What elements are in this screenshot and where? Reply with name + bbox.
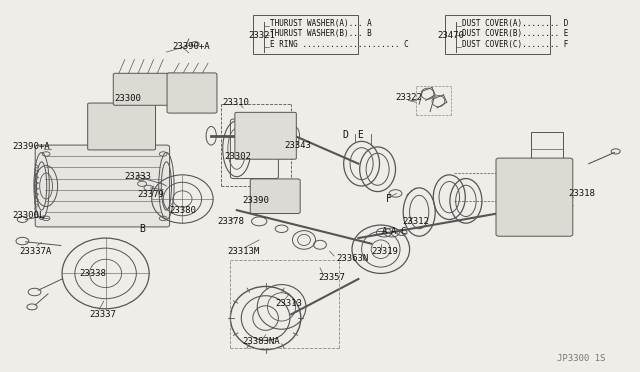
Text: 23390: 23390 bbox=[242, 196, 269, 205]
Text: 23390+A: 23390+A bbox=[13, 142, 51, 151]
Text: 23383NA: 23383NA bbox=[242, 337, 280, 346]
Text: 23380: 23380 bbox=[170, 206, 196, 215]
Bar bbox=[445, 15, 550, 54]
Text: DUST COVER(B)........ E: DUST COVER(B)........ E bbox=[462, 29, 568, 38]
Text: F: F bbox=[386, 194, 392, 204]
FancyBboxPatch shape bbox=[88, 103, 156, 150]
Text: 23337A: 23337A bbox=[19, 247, 51, 256]
Text: 23313: 23313 bbox=[275, 299, 302, 308]
Text: 23337: 23337 bbox=[90, 310, 116, 319]
Text: 23313M: 23313M bbox=[227, 247, 259, 256]
Text: 23321: 23321 bbox=[248, 31, 275, 40]
Text: 23357: 23357 bbox=[319, 273, 346, 282]
FancyBboxPatch shape bbox=[235, 112, 296, 159]
Text: 23379: 23379 bbox=[138, 190, 164, 199]
FancyBboxPatch shape bbox=[250, 179, 300, 214]
Text: 23302: 23302 bbox=[224, 153, 251, 161]
Text: 23363N: 23363N bbox=[336, 254, 368, 263]
Text: 23470: 23470 bbox=[437, 31, 464, 40]
Text: THURUST WASHER(B)... B: THURUST WASHER(B)... B bbox=[270, 29, 372, 38]
Text: 23322: 23322 bbox=[396, 93, 422, 102]
Text: 23343: 23343 bbox=[285, 141, 312, 150]
Bar bbox=[253, 15, 358, 54]
FancyBboxPatch shape bbox=[113, 73, 175, 105]
Text: A: A bbox=[390, 227, 396, 236]
Text: 23378: 23378 bbox=[218, 217, 244, 226]
Text: 23390+A: 23390+A bbox=[173, 42, 211, 51]
Text: D: D bbox=[342, 130, 348, 140]
Text: A: A bbox=[381, 227, 387, 236]
Text: 23300: 23300 bbox=[114, 94, 141, 103]
Text: DUST COVER(C)........ F: DUST COVER(C)........ F bbox=[462, 40, 568, 49]
FancyBboxPatch shape bbox=[496, 158, 573, 236]
Text: 23300L: 23300L bbox=[13, 211, 45, 220]
Bar bbox=[531, 132, 563, 164]
Text: JP3300 1S: JP3300 1S bbox=[557, 355, 605, 363]
Text: THURUST WASHER(A)... A: THURUST WASHER(A)... A bbox=[270, 19, 372, 28]
Text: E RING ..................... C: E RING ..................... C bbox=[270, 40, 409, 49]
Text: 23319: 23319 bbox=[371, 247, 398, 256]
Text: 23312: 23312 bbox=[402, 217, 429, 226]
Text: 23338: 23338 bbox=[79, 269, 106, 278]
Text: DUST COVER(A)........ D: DUST COVER(A)........ D bbox=[462, 19, 568, 28]
Text: 23310: 23310 bbox=[222, 98, 249, 107]
Text: C: C bbox=[400, 227, 405, 236]
Text: 23318: 23318 bbox=[568, 189, 595, 198]
Text: 23333: 23333 bbox=[125, 172, 152, 181]
Text: E: E bbox=[357, 130, 363, 140]
Text: B: B bbox=[140, 224, 145, 234]
FancyBboxPatch shape bbox=[35, 145, 170, 227]
FancyBboxPatch shape bbox=[167, 73, 217, 113]
